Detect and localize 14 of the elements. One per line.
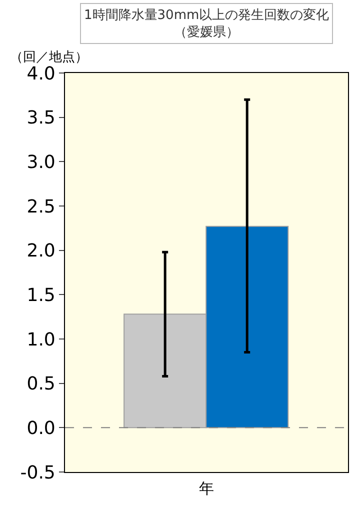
- y-axis-title: （回／地点）: [10, 50, 88, 65]
- y-tick-label: -0.5: [20, 462, 56, 484]
- y-tick-label: 0.0: [26, 418, 56, 439]
- y-tick-label: 2.5: [26, 196, 56, 218]
- y-tick-label: 3.5: [26, 108, 56, 129]
- y-tick-label: 3.0: [26, 152, 56, 173]
- chart-title: 1時間降水量30mm以上の発生回数の変化: [84, 7, 330, 23]
- y-tick-label: 0.5: [26, 374, 56, 395]
- y-tick-label: 4.0: [26, 63, 56, 84]
- x-axis-title: 年: [199, 479, 214, 498]
- y-tick-label: 2.0: [26, 240, 56, 262]
- y-tick-label: 1.0: [26, 329, 56, 350]
- y-tick-label: 1.5: [26, 284, 56, 306]
- chart-subtitle: （愛媛県）: [174, 24, 240, 40]
